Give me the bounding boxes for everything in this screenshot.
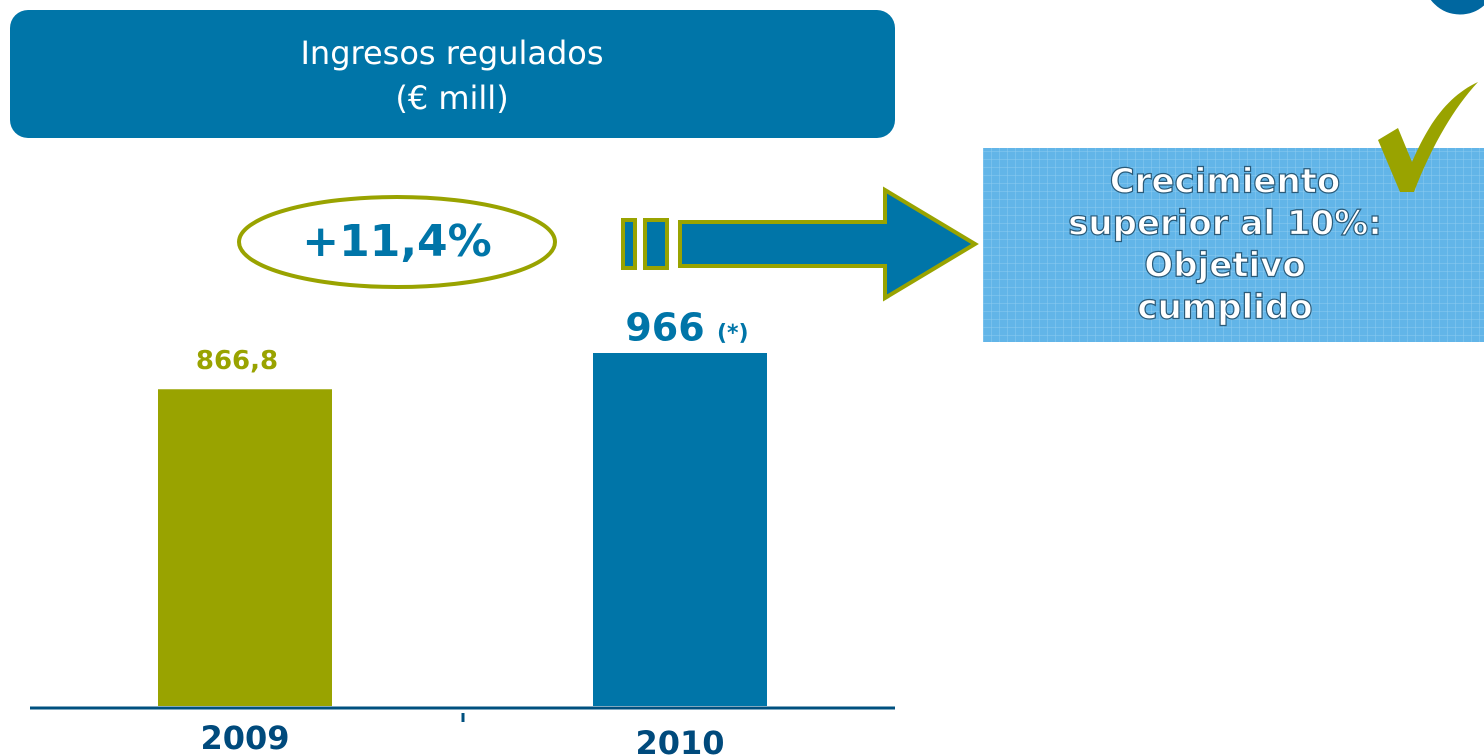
callout-line: cumplido [1137, 288, 1312, 328]
callout-line: Crecimiento [1110, 162, 1341, 202]
callout-line: Objetivo [1144, 246, 1305, 286]
bar [158, 389, 332, 706]
x-tick-label: 2010 [635, 724, 724, 755]
bar [593, 353, 767, 706]
growth-ellipse [237, 195, 557, 289]
chart-title: Ingresos regulados [300, 34, 603, 72]
checkmark [1378, 82, 1478, 192]
chart-subtitle: (€ mill) [395, 79, 508, 117]
growth-label: +11,4% [302, 216, 492, 267]
value-note: (*) [717, 321, 749, 346]
value-label: 866,8 [196, 346, 278, 376]
title-box [10, 10, 895, 138]
value-label: 966 [625, 306, 704, 350]
corner-badge [1427, 0, 1484, 18]
arrow [621, 186, 979, 302]
callout-line: superior al 10%: [1068, 204, 1382, 244]
x-tick-label: 2009 [200, 719, 289, 755]
